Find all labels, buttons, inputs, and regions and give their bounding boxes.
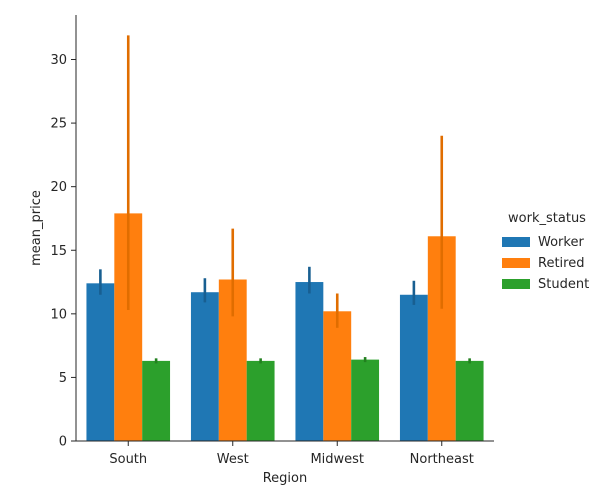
- y-tick-label: 30: [50, 53, 67, 68]
- legend-title: work_status: [508, 211, 586, 226]
- legend-label-worker: Worker: [538, 235, 584, 250]
- x-axis-label: Region: [263, 471, 308, 486]
- legend-swatch-retired: [502, 258, 530, 268]
- errorbars-layer: [99, 35, 471, 364]
- bar-student-west: [246, 360, 275, 441]
- legend-swatch-student: [502, 279, 530, 289]
- bar-worker-northeast: [399, 294, 428, 441]
- y-tick-label: 5: [59, 371, 67, 386]
- bar-worker-south: [86, 283, 115, 441]
- y-ticks: 0 5 10 15 20 25 30: [50, 53, 76, 450]
- bars-layer: [86, 213, 484, 441]
- legend-label-student: Student: [538, 277, 589, 292]
- y-axis-label: mean_price: [29, 190, 44, 266]
- y-tick-label: 25: [50, 117, 67, 132]
- y-tick-label: 10: [50, 307, 67, 322]
- bar-student-northeast: [455, 360, 484, 441]
- y-tick-label: 20: [50, 180, 67, 195]
- y-tick-label: 0: [59, 435, 67, 450]
- x-tick-label: Midwest: [310, 452, 364, 467]
- x-ticks: South West Midwest Northeast: [109, 441, 474, 467]
- x-tick-label: Northeast: [410, 452, 474, 467]
- bar-student-south: [142, 360, 171, 441]
- bar-student-midwest: [351, 359, 380, 441]
- bar-retired-midwest: [323, 311, 352, 441]
- legend-swatch-worker: [502, 237, 530, 247]
- x-tick-label: West: [217, 452, 249, 467]
- axes-layer: [75, 15, 494, 442]
- x-tick-label: South: [109, 452, 147, 467]
- legend-label-retired: Retired: [538, 256, 584, 271]
- legend: work_status Worker Retired Student: [502, 211, 589, 292]
- bar-worker-west: [190, 292, 219, 441]
- y-tick-label: 15: [50, 244, 67, 259]
- bar-worker-midwest: [295, 282, 324, 441]
